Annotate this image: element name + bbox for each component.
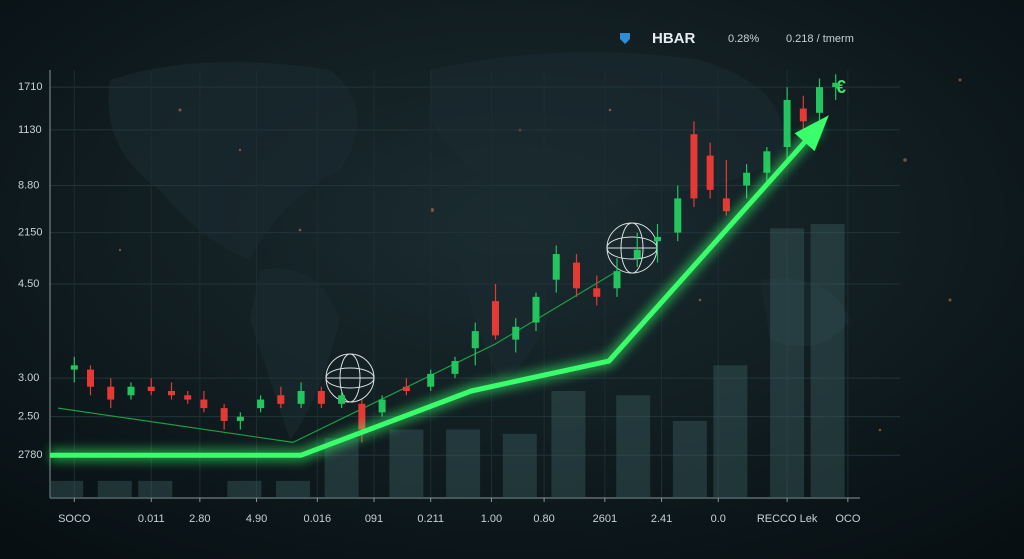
candle-body	[358, 403, 366, 430]
candle-body	[722, 198, 730, 212]
candle-body	[690, 134, 698, 199]
candle-body	[573, 262, 580, 289]
annotation: €	[836, 77, 846, 97]
candle-body	[763, 151, 771, 173]
x-tick-label: 1.00	[481, 513, 502, 525]
volume-bar	[49, 480, 84, 498]
candle-body	[257, 399, 265, 409]
volume-bar	[276, 480, 310, 498]
candle-body	[654, 236, 661, 242]
volume-bar	[672, 420, 707, 498]
candle-body	[427, 373, 435, 387]
candle-body	[317, 391, 325, 404]
candle-body	[378, 399, 386, 413]
candle-body	[783, 99, 791, 148]
y-tick-label: 2150	[18, 227, 42, 239]
candle-body	[593, 288, 601, 297]
x-tick-label: SOCO	[58, 513, 91, 525]
candle-body	[127, 386, 135, 396]
volume-bar	[551, 391, 586, 498]
x-tick-label: 0.80	[533, 513, 554, 525]
candle-body	[277, 395, 285, 404]
candle-body	[70, 365, 78, 370]
x-tick-label: 0.0	[711, 513, 726, 525]
candle-body	[451, 361, 459, 374]
x-tick-label: 0.016	[304, 513, 332, 525]
volume-bar	[138, 480, 173, 498]
y-tick-label: 1710	[18, 81, 42, 93]
candle-body	[107, 386, 115, 400]
candle-body	[297, 391, 305, 404]
candle-body	[168, 391, 175, 396]
y-tick-label: 1130	[18, 124, 42, 136]
candle-body	[552, 254, 560, 280]
candle-body	[743, 172, 751, 186]
volume-bar	[713, 365, 748, 498]
y-tick-label: 4.50	[18, 278, 39, 290]
arrow-head	[794, 115, 829, 152]
y-tick-label: 2.50	[18, 411, 39, 423]
x-tick-label: OCO	[835, 513, 861, 525]
candle-body	[674, 198, 682, 233]
candle-body	[512, 326, 520, 340]
volume-bar	[616, 395, 651, 498]
x-tick-label: 2.41	[651, 513, 672, 525]
candle-body	[184, 395, 192, 400]
shield-icon	[620, 33, 630, 44]
candle-body	[706, 155, 714, 190]
trend-line	[50, 123, 822, 458]
candle-body	[532, 296, 540, 323]
candle-body	[338, 395, 346, 404]
x-tick-label: 091	[365, 513, 383, 525]
candle-body	[799, 108, 807, 122]
x-tick-label: 0.211	[417, 513, 444, 525]
y-tick-label: 3.00	[18, 372, 39, 384]
globes	[325, 222, 658, 403]
candle-body	[633, 249, 641, 259]
candle-body	[492, 301, 499, 336]
y-tick-label: 8.80	[18, 179, 39, 191]
x-tick-label: 4.90	[246, 513, 267, 525]
y-tick-label: 2780	[18, 449, 42, 461]
candle-body	[87, 369, 94, 387]
volume-bar	[810, 224, 845, 498]
volume-bar	[502, 433, 537, 498]
candle-body	[147, 386, 155, 391]
x-tick-label: 2601	[593, 513, 617, 525]
candle-body	[471, 331, 479, 349]
signal-line	[58, 270, 618, 443]
x-tick-label: 0.011	[138, 513, 165, 525]
candle-body	[402, 386, 410, 391]
volume-bar	[446, 429, 481, 498]
candle-body	[832, 82, 840, 88]
volume-bar	[97, 480, 132, 498]
symbol: HBAR	[652, 30, 695, 47]
candle-body	[220, 408, 228, 421]
candle-body	[816, 87, 823, 113]
volume-bar	[227, 480, 262, 498]
change: 0.28%	[728, 33, 759, 45]
candle-body	[200, 399, 208, 409]
candle-body	[613, 271, 621, 289]
price: 0.218 / tmerm	[786, 33, 854, 45]
candle-body	[236, 416, 244, 421]
x-tick-label: 2.80	[189, 513, 210, 525]
volume-bar	[389, 429, 424, 498]
x-tick-label: RECCO Lek	[757, 513, 818, 525]
volume-bar	[770, 228, 805, 499]
